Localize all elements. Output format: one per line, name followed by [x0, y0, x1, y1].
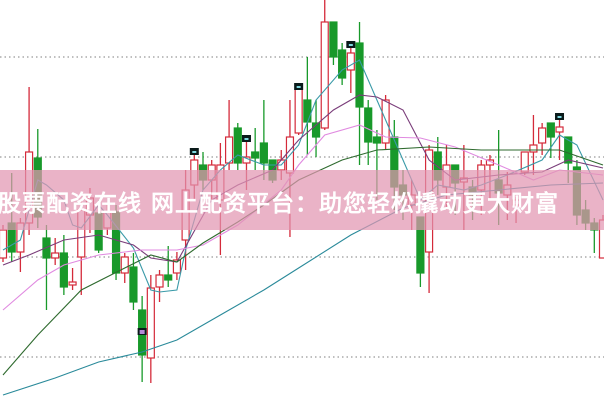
candle-up — [146, 287, 155, 359]
candle-up — [224, 136, 234, 164]
candle-down — [546, 122, 555, 138]
candle-down — [338, 49, 347, 79]
candle-up — [538, 127, 547, 144]
candle-up — [320, 21, 329, 129]
moving-average-ma_slow — [2, 124, 604, 311]
high-marker-inner — [192, 151, 197, 153]
candle-down — [233, 127, 242, 164]
candle-up — [0, 229, 8, 259]
low-marker-inner — [139, 330, 145, 334]
high-marker-inner — [348, 44, 353, 46]
high-marker-inner — [557, 116, 562, 118]
candle-up — [155, 274, 164, 288]
ad-banner: 股票配资在线 网上配资平台：助您轻松撬动更大财富 — [0, 170, 604, 230]
candle-down — [355, 42, 364, 108]
candle-up — [529, 144, 538, 153]
candle-down — [59, 252, 68, 288]
candle-up — [294, 86, 303, 134]
candle-up — [346, 52, 355, 71]
candle-up — [51, 252, 60, 259]
candle-up — [555, 126, 564, 133]
candle-up — [120, 256, 129, 274]
candle-down — [303, 99, 312, 123]
candle-down — [311, 122, 321, 138]
candle-down — [259, 142, 268, 164]
candle-down — [164, 274, 173, 281]
candle-down — [251, 151, 260, 159]
high-marker-inner — [296, 86, 301, 88]
candle-down — [372, 136, 382, 144]
candle-down — [364, 107, 373, 143]
candle-up — [172, 259, 182, 274]
candle-down — [129, 266, 138, 303]
high-marker-inner — [244, 138, 249, 140]
candle-up — [381, 99, 390, 144]
banner-text: 股票配资在线 网上配资平台：助您轻松撬动更大财富 — [0, 191, 560, 217]
candle-down — [329, 21, 338, 58]
candle-up — [68, 281, 77, 286]
candle-down — [564, 136, 573, 164]
